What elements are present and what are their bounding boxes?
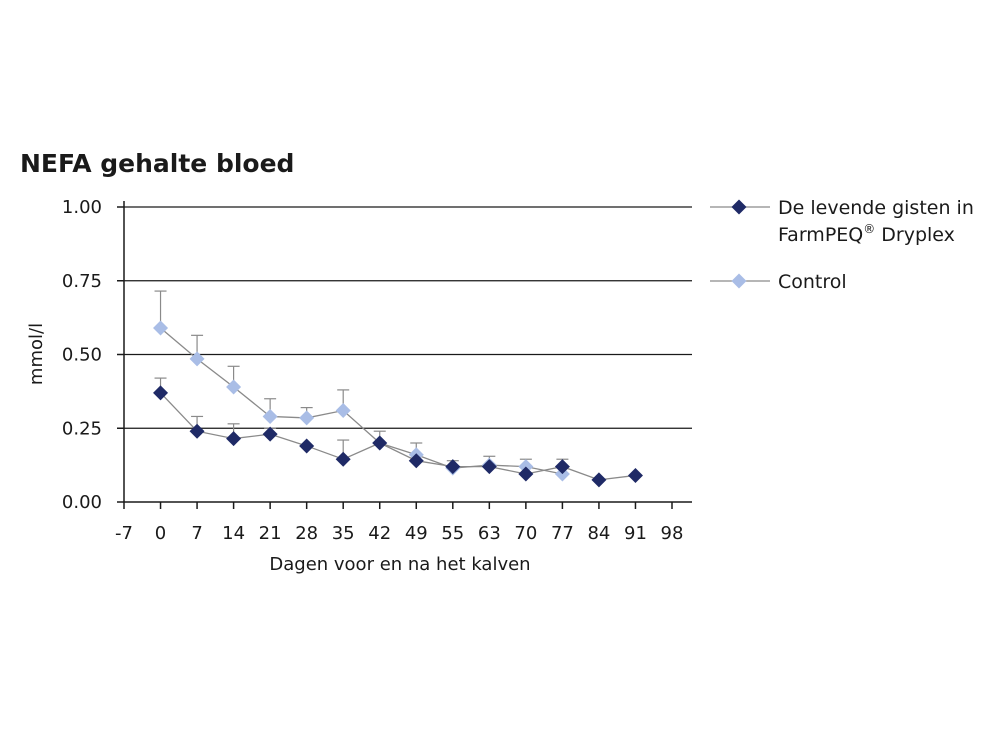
axes <box>117 201 692 509</box>
x-tick-label-3: 14 <box>222 523 245 544</box>
legend-swatch-marker-1 <box>731 273 747 289</box>
y-tick-label-1: 0.25 <box>62 418 102 439</box>
x-tick-label-8: 49 <box>405 523 428 544</box>
x-tick-label-1: 0 <box>155 523 166 544</box>
series-0-point-6 <box>372 435 388 451</box>
chart-title: NEFA gehalte bloed <box>20 149 294 178</box>
series-layer <box>153 290 643 488</box>
x-tick-label-6: 35 <box>332 523 355 544</box>
gridlines <box>124 206 692 429</box>
series-1-point-4 <box>299 410 315 426</box>
series-0-point-7 <box>408 453 424 469</box>
x-tick-label-12: 77 <box>551 523 574 544</box>
series-1 <box>153 290 570 482</box>
series-0-point-1 <box>189 423 205 439</box>
legend: De levende gisten in FarmPEQ® Dryplex Cont… <box>710 197 974 293</box>
series-1-point-5 <box>335 403 351 419</box>
x-tick-label-2: 7 <box>191 523 202 544</box>
series-1-point-1 <box>189 351 205 367</box>
series-0 <box>153 377 643 488</box>
x-tick-label-10: 63 <box>478 523 501 544</box>
x-tick-label-13: 84 <box>587 523 610 544</box>
series-1-point-2 <box>226 379 242 395</box>
legend-label-1: Control <box>778 271 847 293</box>
legend-item-0: De levende gisten in FarmPEQ® Dryplex <box>710 197 974 246</box>
y-tick-label-0: 0.00 <box>62 492 102 513</box>
series-0-point-4 <box>299 438 315 454</box>
legend-label-0: De levende gisten in <box>778 197 974 219</box>
series-0-point-11 <box>554 459 570 475</box>
series-0-point-8 <box>445 459 461 475</box>
series-0-point-3 <box>262 426 278 442</box>
x-tick-label-5: 28 <box>295 523 318 544</box>
legend-swatch-marker-0 <box>731 199 747 215</box>
y-tick-label-4: 1.00 <box>62 197 102 218</box>
x-tick-label-9: 55 <box>441 523 464 544</box>
series-0-point-5 <box>335 451 351 467</box>
y-axis-label: mmol/l <box>26 323 47 385</box>
legend-item-1: Control <box>710 271 847 293</box>
series-0-point-9 <box>481 459 497 475</box>
series-0-point-12 <box>591 472 607 488</box>
legend-label-0-line2: FarmPEQ® Dryplex <box>778 222 955 246</box>
series-1-point-3 <box>262 408 278 424</box>
x-tick-label-15: 98 <box>661 523 684 544</box>
x-axis-label: Dagen voor en na het kalven <box>269 554 530 575</box>
series-0-point-13 <box>627 467 643 483</box>
series-1-point-0 <box>153 320 169 336</box>
series-0-point-2 <box>226 431 242 447</box>
x-tick-label-4: 21 <box>259 523 282 544</box>
series-0-point-0 <box>153 385 169 401</box>
y-tick-label-2: 0.50 <box>62 345 102 366</box>
y-tick-labels: 0.00 0.25 0.50 0.75 1.00 <box>62 197 102 513</box>
x-tick-label-0: -7 <box>115 523 133 544</box>
x-tick-label-11: 70 <box>514 523 537 544</box>
series-1-line <box>160 327 563 475</box>
series-0-point-10 <box>518 466 534 482</box>
x-tick-label-14: 91 <box>624 523 647 544</box>
x-tick-labels: -7 0 7 14 21 28 35 42 49 55 63 70 77 84 91 98 <box>115 523 683 544</box>
x-tick-label-7: 42 <box>368 523 391 544</box>
y-tick-label-3: 0.75 <box>62 271 102 292</box>
